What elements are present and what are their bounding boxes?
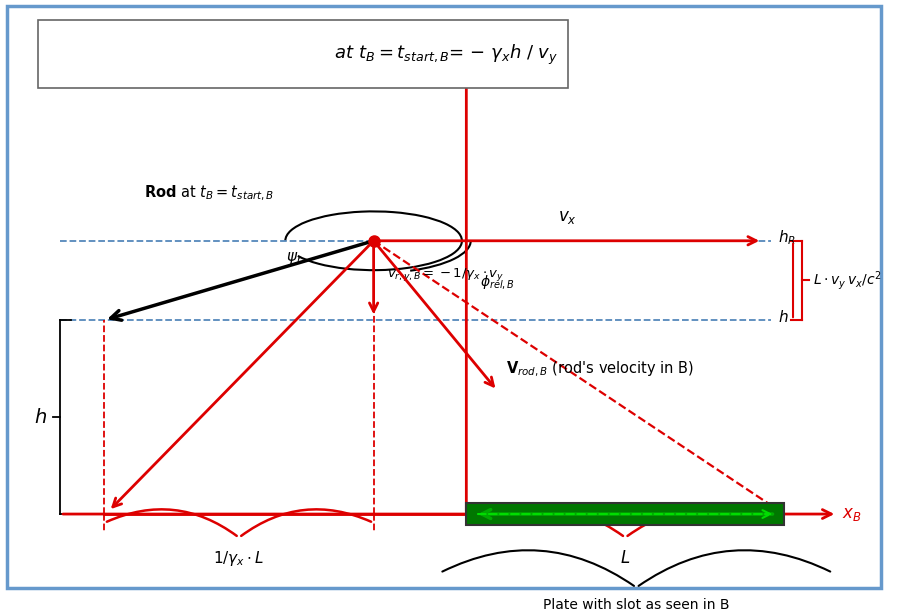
Text: $L$: $L$ bbox=[620, 549, 630, 567]
FancyBboxPatch shape bbox=[466, 503, 784, 525]
Text: $\bf{Rod}$ at $t_B = t_{start,B}$: $\bf{Rod}$ at $t_B = t_{start,B}$ bbox=[144, 184, 274, 203]
Text: $h_R$: $h_R$ bbox=[778, 228, 796, 247]
Text: $1/\gamma_x \cdot L$: $1/\gamma_x \cdot L$ bbox=[213, 548, 265, 567]
Text: $h$: $h$ bbox=[778, 309, 788, 325]
Text: $v_x$: $v_x$ bbox=[559, 208, 577, 226]
Text: at $t_B = t_{start,B}$= $-$ $\gamma_x h$ $/$ $v_y$: at $t_B = t_{start,B}$= $-$ $\gamma_x h$… bbox=[329, 42, 559, 67]
Text: $\psi_r$: $\psi_r$ bbox=[285, 250, 302, 266]
Text: $x_B$: $x_B$ bbox=[842, 505, 861, 523]
Text: $v_{r,y,B} = -1/\gamma_x \cdot v_y$: $v_{r,y,B} = -1/\gamma_x \cdot v_y$ bbox=[387, 266, 504, 283]
FancyBboxPatch shape bbox=[38, 20, 568, 88]
Text: Frame B: Frame B bbox=[475, 43, 552, 62]
Text: $\phi_{rel,B}$: $\phi_{rel,B}$ bbox=[480, 273, 515, 291]
Text: Plate with slot as seen in B: Plate with slot as seen in B bbox=[543, 598, 730, 612]
Text: $h$: $h$ bbox=[34, 408, 47, 427]
Text: $\mathbf{V}_{rod,B}$ (rod's velocity in B): $\mathbf{V}_{rod,B}$ (rod's velocity in … bbox=[506, 360, 694, 379]
Text: $L \cdot v_y \, v_x / c^2$: $L \cdot v_y \, v_x / c^2$ bbox=[814, 269, 882, 292]
Text: Rod as seen in frame: Rod as seen in frame bbox=[51, 45, 256, 64]
Text: B: B bbox=[312, 45, 327, 64]
